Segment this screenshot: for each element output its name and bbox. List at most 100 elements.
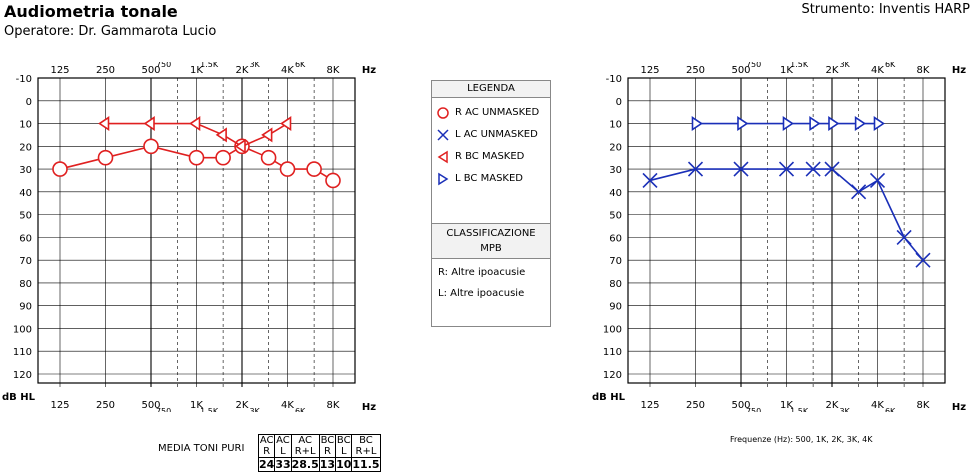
y-tick-label: 20 bbox=[19, 142, 32, 153]
x-tick-label-bottom: 1K bbox=[780, 400, 793, 411]
legend-item-r-ac: R AC UNMASKED bbox=[436, 102, 546, 124]
legend-item-l-ac: L AC UNMASKED bbox=[436, 124, 546, 146]
y-tick-label: 50 bbox=[19, 211, 32, 222]
series-l-ac-unmasked bbox=[642, 161, 931, 268]
summary-value: 28.5 bbox=[290, 457, 320, 472]
data-point-x bbox=[687, 161, 704, 177]
circle-icon bbox=[436, 106, 450, 120]
data-point-circle bbox=[325, 172, 341, 189]
x-minor-tick-label-bottom: 6K bbox=[885, 407, 896, 412]
x-minor-tick-label-bottom: 750 bbox=[156, 407, 171, 412]
x-tick-label-bottom: 500 bbox=[141, 400, 160, 411]
data-point-circle bbox=[306, 161, 322, 177]
y-tick-label: 70 bbox=[19, 256, 32, 267]
x-minor-tick-label-bottom: 1.5K bbox=[790, 407, 809, 412]
x-tick-label-bottom: 8K bbox=[327, 400, 340, 411]
x-tick-label-bottom: 125 bbox=[50, 400, 69, 411]
right-bracket-triangle-icon bbox=[436, 172, 450, 186]
y-tick-label: 120 bbox=[13, 370, 32, 381]
x-tick-label-top: 125 bbox=[640, 65, 659, 76]
x-tick-label-bottom: 500 bbox=[731, 400, 750, 411]
series-l-bc-masked bbox=[691, 116, 885, 132]
y-tick-label: 30 bbox=[19, 165, 32, 176]
legend-item-l-bc: L BC MASKED bbox=[436, 168, 546, 190]
x-minor-tick-label-bottom: 3K bbox=[249, 407, 260, 412]
data-point-bracket-left bbox=[189, 116, 201, 132]
series-line bbox=[59, 145, 334, 182]
frequency-note: Frequenze (Hz): 500, 1K, 2K, 3K, 4K bbox=[730, 435, 873, 444]
data-point-bracket-right bbox=[782, 116, 794, 132]
x-tick-label-top: 4K bbox=[281, 65, 294, 76]
data-point-x bbox=[778, 161, 795, 177]
data-point-circle bbox=[260, 149, 277, 166]
data-point-x bbox=[896, 229, 912, 245]
data-point-bracket-right bbox=[828, 116, 840, 132]
y-tick-label: 80 bbox=[609, 279, 622, 290]
y-tick-label: -10 bbox=[16, 74, 32, 85]
summary-value: 13 bbox=[318, 457, 337, 472]
y-tick-label: 70 bbox=[609, 256, 622, 267]
x-cross-icon bbox=[436, 128, 450, 142]
summary-value: 11.5 bbox=[351, 457, 381, 472]
data-point-x bbox=[805, 161, 821, 177]
audiogram-right-ear: -10 0 10 20 30 40 50 60 70 80 90 100 110 120 125 125 250… bbox=[2, 62, 376, 412]
y-tick-label: 110 bbox=[13, 347, 32, 358]
summary-value: 24 bbox=[257, 457, 276, 472]
y-tick-label: 110 bbox=[603, 347, 622, 358]
x-axis-label-top: Hz bbox=[952, 65, 966, 76]
classification-right: R: Altre ipoacusie bbox=[438, 267, 526, 278]
series-r-bc-masked bbox=[98, 116, 292, 154]
summary-header: AC R bbox=[257, 434, 276, 458]
x-minor-tick-label-top: 1.5K bbox=[200, 62, 219, 69]
series-r-ac-unmasked bbox=[52, 138, 341, 189]
summary-header: AC L bbox=[274, 434, 292, 458]
data-point-x bbox=[824, 161, 840, 177]
x-minor-tick-label-top: 3K bbox=[249, 62, 260, 69]
y-tick-label: 30 bbox=[609, 165, 622, 176]
data-point-bracket-right bbox=[809, 116, 821, 132]
y-axis-label: dB HL bbox=[592, 392, 626, 403]
data-point-x bbox=[851, 184, 867, 200]
data-point-circle bbox=[279, 161, 296, 177]
audiogram-left-ear: -10 0 10 20 30 40 50 60 70 80 90 100 110 120 125 125 250… bbox=[592, 62, 966, 412]
data-point-bracket-right bbox=[854, 116, 867, 132]
data-point-x bbox=[733, 161, 749, 177]
x-tick-label-bottom: 2K bbox=[236, 400, 249, 411]
y-tick-label: 90 bbox=[609, 302, 622, 313]
summary-header: BC L bbox=[335, 434, 353, 458]
page-title: Audiometria tonale bbox=[4, 2, 178, 21]
classification-left: L: Altre ipoacusie bbox=[438, 288, 525, 299]
data-point-circle bbox=[188, 149, 205, 166]
x-tick-label-top: 125 bbox=[50, 65, 69, 76]
x-tick-label-top: 2K bbox=[236, 65, 249, 76]
data-point-bracket-left bbox=[234, 138, 246, 154]
data-point-bracket-right bbox=[737, 116, 749, 132]
x-tick-label-bottom: 250 bbox=[686, 400, 705, 411]
x-axis-label-top: Hz bbox=[362, 65, 376, 76]
x-minor-tick-label-top: 3K bbox=[839, 62, 850, 69]
summary-header: BC R bbox=[318, 434, 337, 458]
classification-title-line2: MPB bbox=[480, 243, 502, 254]
x-minor-tick-label-bottom: 3K bbox=[839, 407, 850, 412]
y-tick-label: 10 bbox=[609, 120, 622, 131]
x-tick-label-bottom: 4K bbox=[281, 400, 294, 411]
data-point-circle bbox=[143, 138, 159, 155]
y-tick-label: 0 bbox=[616, 97, 622, 108]
summary-label: MEDIA TONI PURI bbox=[158, 443, 245, 454]
x-tick-label-top: 250 bbox=[96, 65, 115, 76]
left-bracket-triangle-icon bbox=[436, 150, 450, 164]
data-point-circle bbox=[215, 149, 231, 166]
data-point-bracket-right bbox=[691, 116, 703, 132]
x-axis-label-bottom: Hz bbox=[952, 402, 966, 412]
data-point-circle bbox=[52, 161, 68, 177]
legend-title: LEGENDA bbox=[432, 81, 550, 98]
data-point-x bbox=[915, 252, 931, 268]
legend-item-r-bc: R BC MASKED bbox=[436, 146, 546, 168]
summary-value: 33 bbox=[274, 457, 292, 472]
x-minor-tick-label-top: 750 bbox=[156, 62, 171, 69]
y-tick-label: 50 bbox=[609, 211, 622, 222]
data-point-bracket-left bbox=[215, 127, 227, 143]
data-point-bracket-left bbox=[98, 116, 110, 132]
operator-label: Operatore: Dr. Gammarota Lucio bbox=[4, 24, 217, 39]
x-tick-label-top: 250 bbox=[686, 65, 705, 76]
